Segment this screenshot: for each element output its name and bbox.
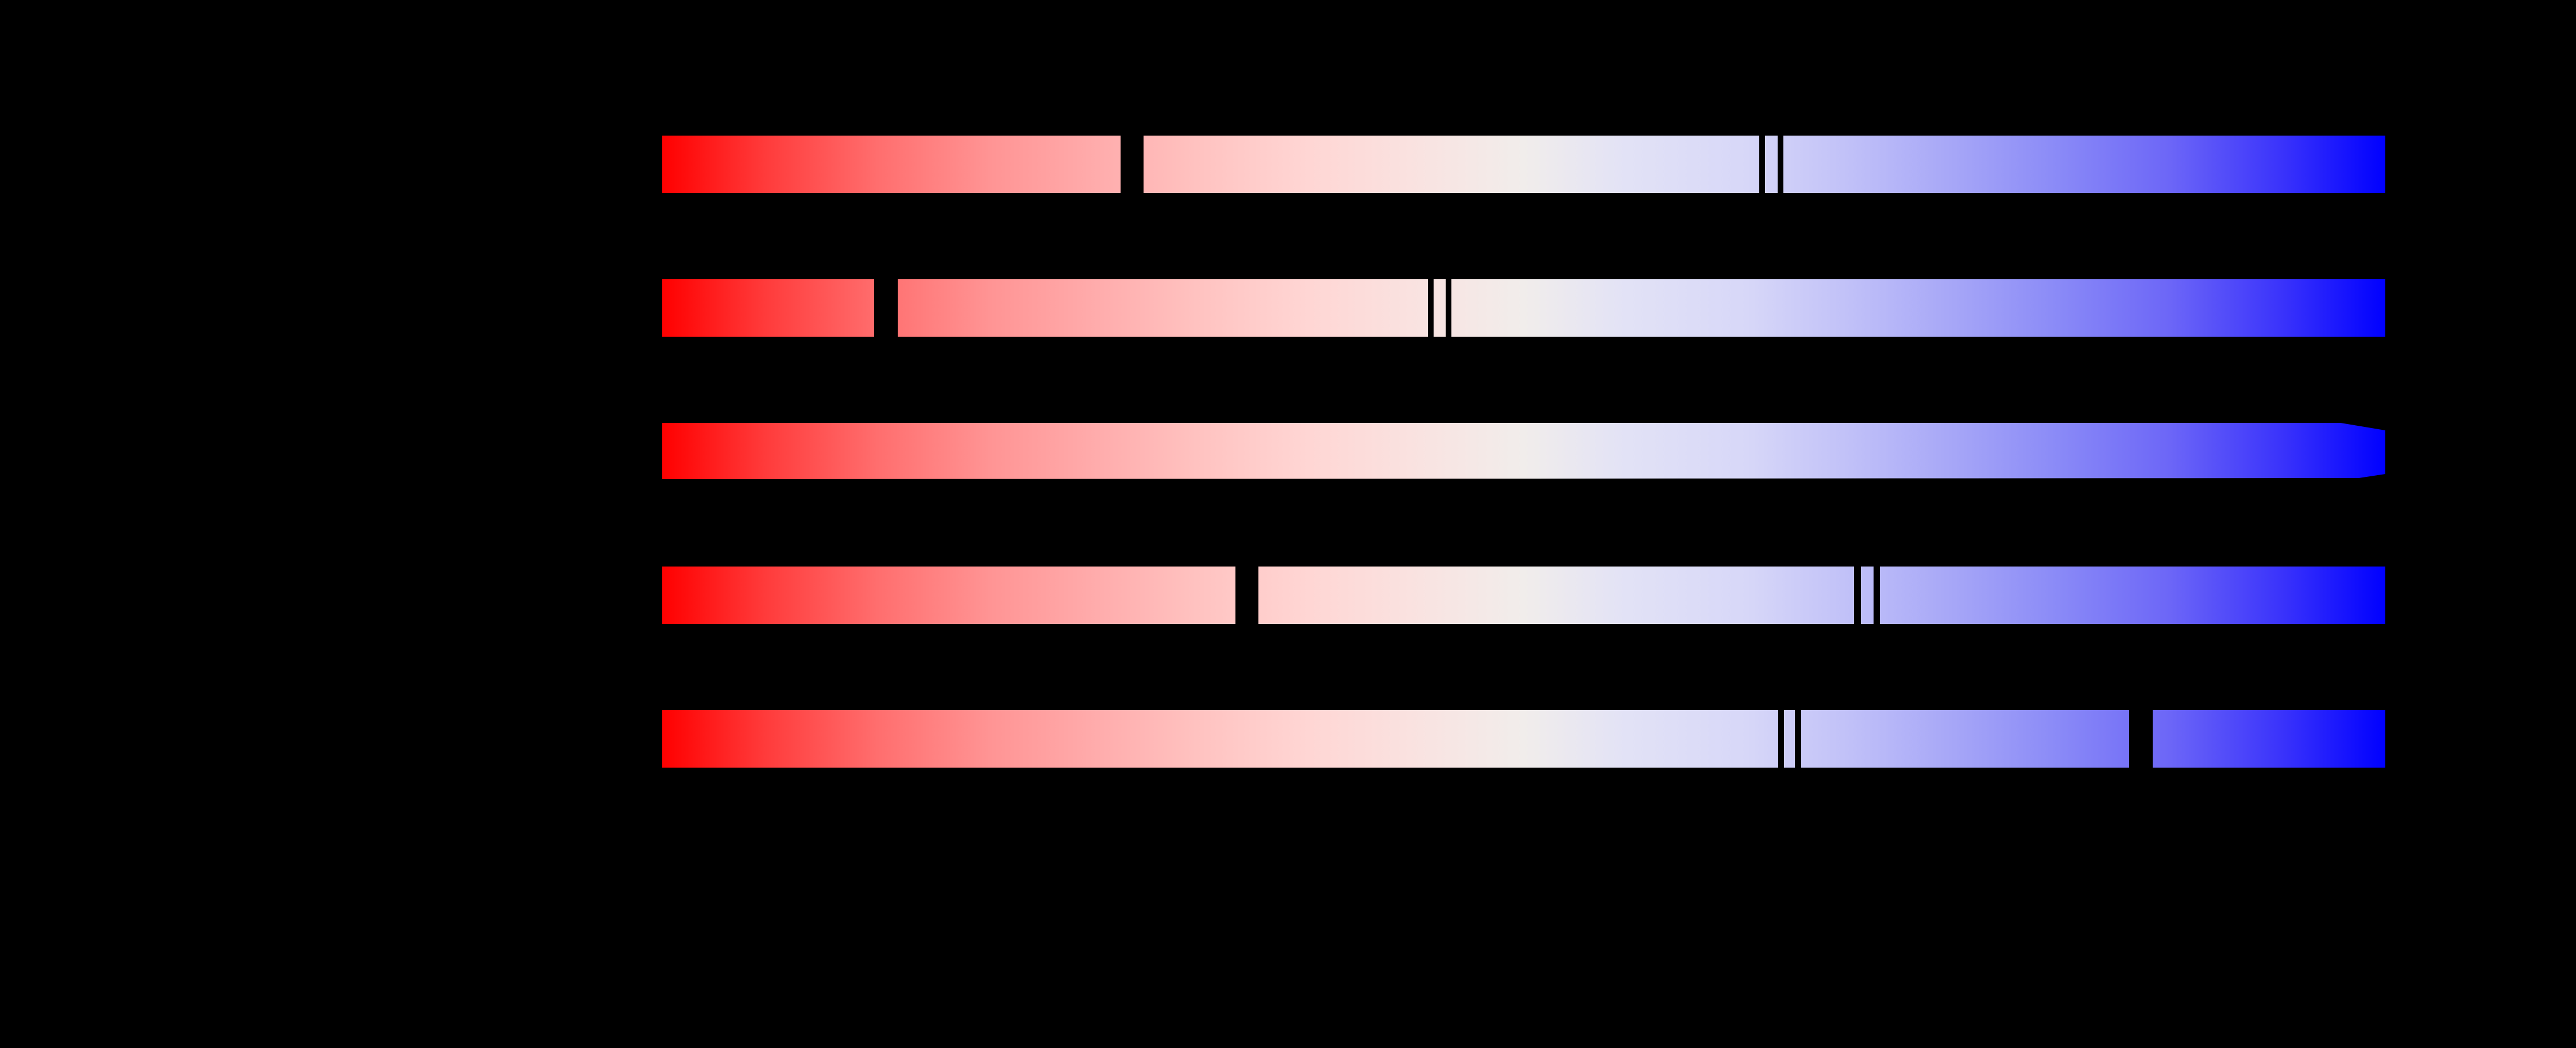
segment-gap: [1235, 565, 1258, 625]
marker-line: [1759, 134, 1765, 194]
gradient-bar-row-2: [662, 278, 2385, 338]
marker-line: [1446, 278, 1451, 338]
marker-line: [1854, 565, 1861, 625]
segment-gap: [1121, 134, 1144, 194]
segment-gap: [874, 278, 898, 338]
marker-line: [1427, 278, 1434, 338]
segment-gap: [1794, 709, 1801, 769]
marker-line: [1777, 134, 1784, 194]
gradient-bar-row-4: [662, 565, 2385, 625]
gradient-bar-row-3: [662, 423, 2385, 479]
gradient-bar-row-5: [662, 709, 2385, 769]
gradient-bar-row-1: [662, 134, 2385, 194]
segment-gap: [2129, 709, 2153, 769]
segment-gap: [1778, 709, 1784, 769]
marker-line: [1874, 565, 1880, 625]
